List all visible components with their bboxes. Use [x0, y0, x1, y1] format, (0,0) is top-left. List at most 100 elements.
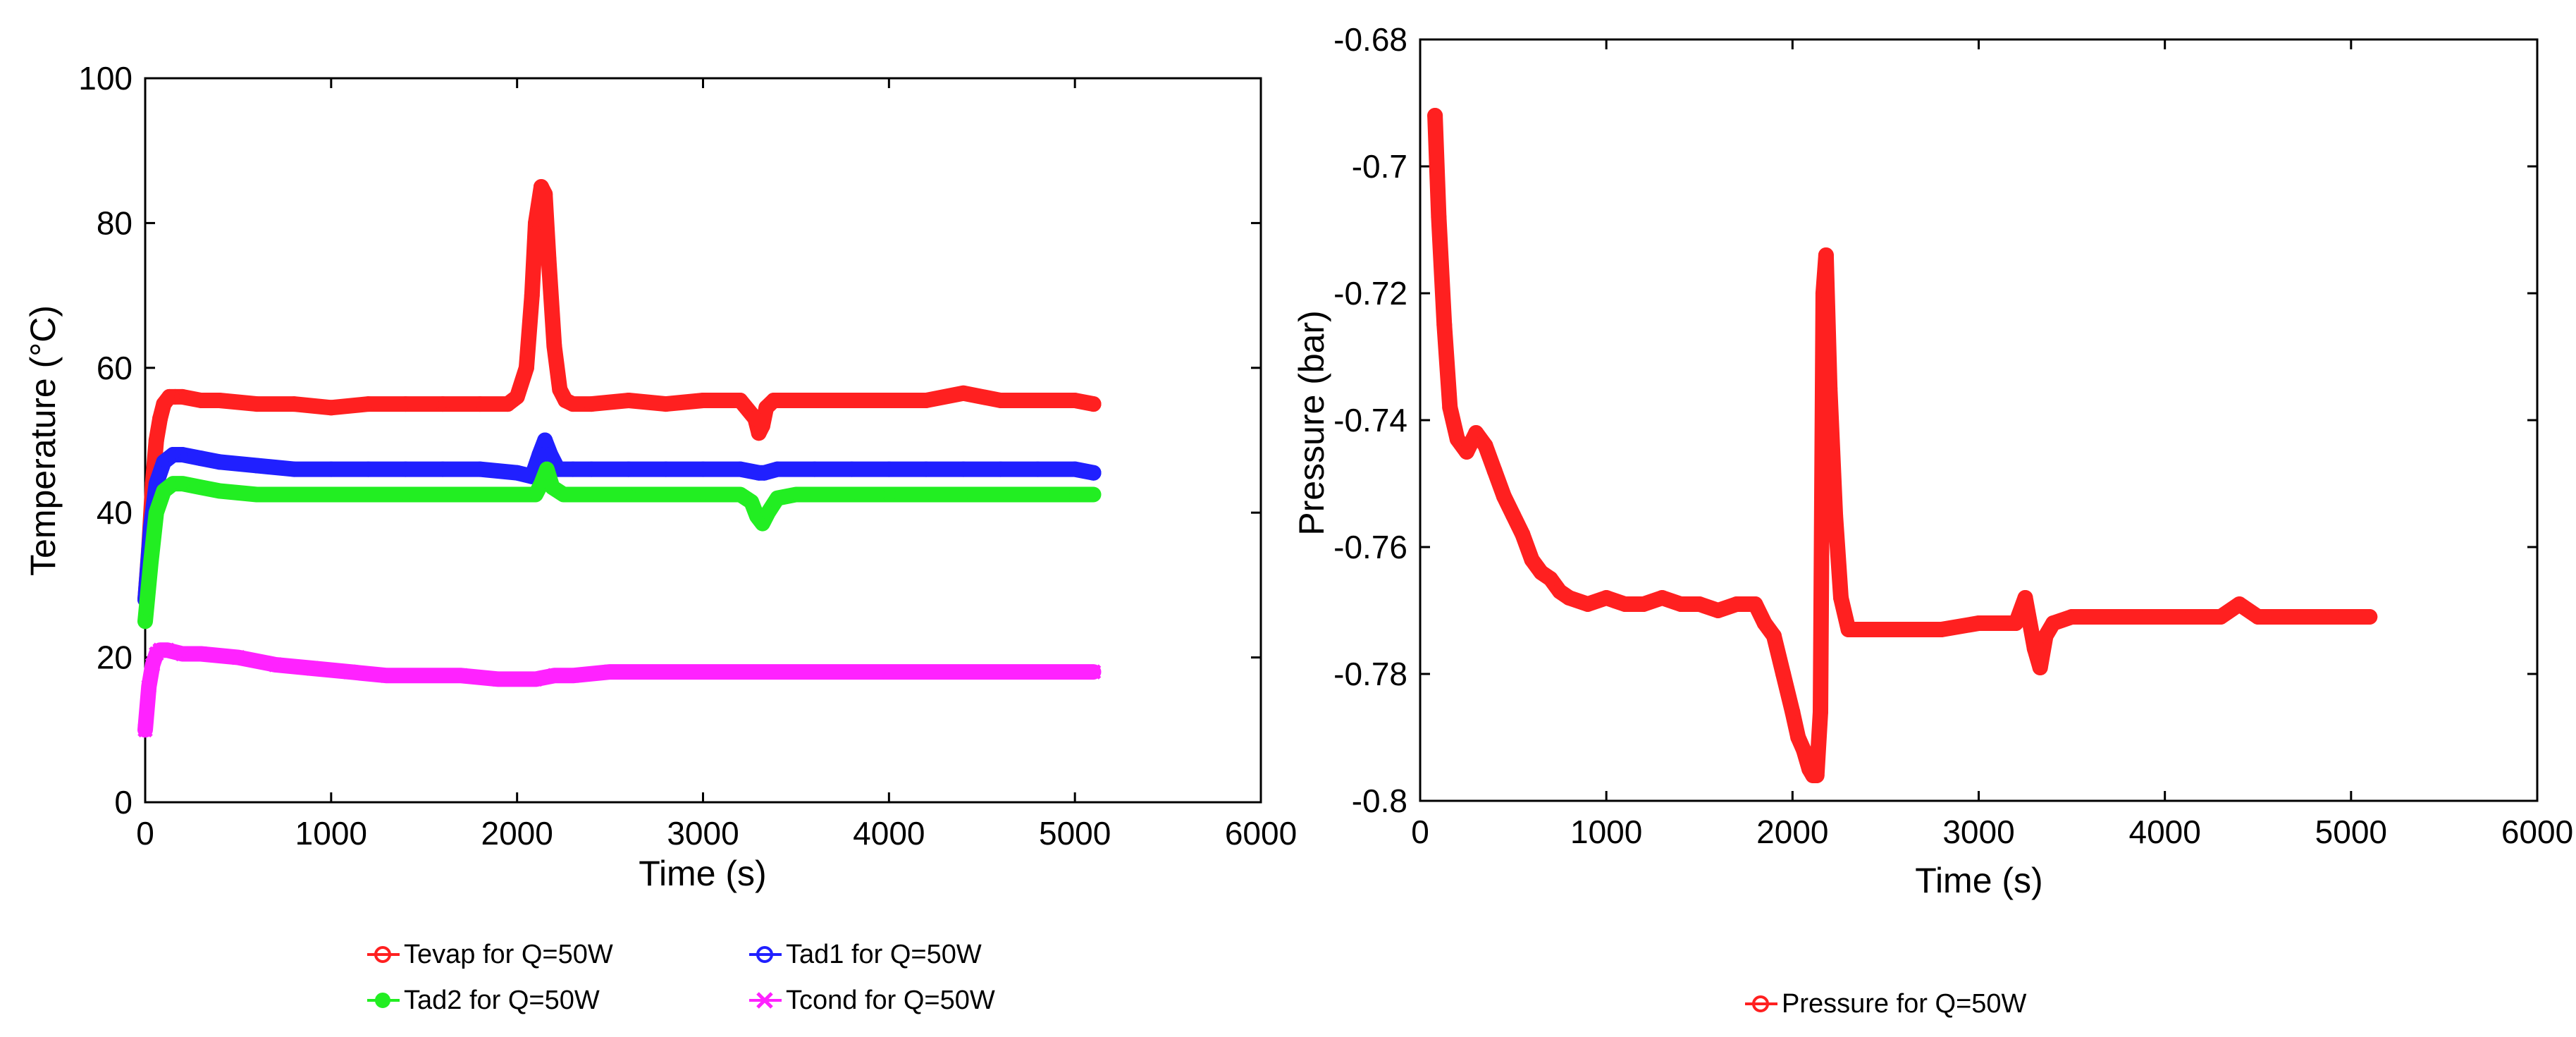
data-point — [732, 461, 748, 477]
data-point — [546, 668, 562, 684]
series-tad1 — [137, 432, 1102, 608]
data-point — [779, 393, 795, 409]
data-point — [1486, 463, 1503, 479]
legend-entry: Tad1 for Q=50W — [749, 940, 982, 969]
data-point — [1030, 664, 1046, 680]
data-point — [543, 447, 559, 463]
data-point — [1085, 465, 1102, 481]
data-point — [584, 461, 600, 477]
data-point — [2017, 590, 2033, 606]
x-tick-label: 5000 — [2315, 814, 2387, 850]
y-tick-label: -0.74 — [1333, 402, 1407, 438]
temperature-x-ticks: 0 1000 2000 3000 4000 5000 6000 — [136, 78, 1297, 852]
data-point — [194, 480, 209, 495]
legend-label: Tad2 for Q=50W — [404, 986, 600, 1015]
x-tick-label: 2000 — [1756, 814, 1828, 850]
data-point — [174, 646, 190, 662]
data-point — [1542, 571, 1558, 587]
data-point — [398, 487, 413, 502]
data-point — [152, 410, 168, 427]
data-point — [1579, 596, 1596, 612]
x-tick-label: 2000 — [481, 815, 553, 852]
data-point — [2101, 609, 2117, 625]
data-point — [175, 477, 190, 491]
data-point — [537, 432, 553, 448]
data-point — [751, 664, 767, 680]
data-point — [844, 393, 860, 409]
data-point — [1775, 666, 1792, 682]
data-point — [620, 461, 636, 477]
temperature-y-ticks: 0 20 40 60 80 100 — [78, 60, 1261, 821]
legend-entry: Tevap for Q=50W — [367, 940, 613, 969]
data-point — [342, 664, 357, 680]
data-point — [143, 556, 158, 571]
data-point — [472, 461, 488, 477]
data-point — [149, 505, 164, 520]
data-point — [1496, 489, 1512, 504]
data-point — [541, 251, 557, 267]
data-point — [993, 487, 1008, 502]
data-point — [1785, 704, 1801, 720]
data-point — [955, 461, 971, 477]
data-point — [360, 461, 376, 477]
series-pressure — [1427, 108, 2378, 783]
legend-entry: Tcond for Q=50W — [749, 986, 995, 1015]
data-point — [992, 393, 1009, 409]
data-point — [919, 487, 934, 502]
data-point — [144, 657, 161, 673]
legend-label: Tevap for Q=50W — [404, 940, 613, 969]
y-tick-label: -0.78 — [1333, 656, 1407, 692]
data-point — [565, 668, 581, 684]
data-point — [658, 461, 674, 477]
pressure-plot-frame — [1419, 38, 2539, 802]
data-point — [621, 487, 636, 502]
data-point — [537, 186, 553, 202]
data-point — [1691, 596, 1708, 612]
x-tick-label: 1000 — [1570, 814, 1642, 850]
data-point — [137, 722, 153, 738]
data-point — [2008, 615, 2024, 631]
temperature-legend: Tevap for Q=50W Tad1 for Q=50W Tad2 for Q=… — [367, 940, 995, 1015]
pressure-series-group — [1427, 108, 2378, 783]
legend-marker — [375, 993, 390, 1008]
data-point — [733, 487, 748, 502]
legend-entry: Pressure for Q=50W — [1745, 989, 2027, 1019]
y-tick-label: 60 — [97, 350, 133, 386]
data-point — [620, 393, 636, 409]
legend-label: Tcond for Q=50W — [786, 986, 995, 1015]
data-point — [1815, 286, 1831, 301]
data-point — [286, 396, 302, 412]
y-tick-label: 20 — [97, 639, 133, 676]
data-point — [165, 447, 181, 463]
data-point — [602, 664, 618, 680]
data-point — [141, 678, 157, 694]
data-point — [529, 487, 543, 502]
data-point — [760, 505, 775, 520]
data-point — [770, 491, 785, 505]
data-point — [770, 461, 786, 477]
data-point — [1086, 487, 1101, 502]
data-point — [1524, 552, 1540, 567]
data-point — [159, 642, 175, 658]
y-tick-label: -0.7 — [1352, 148, 1407, 185]
data-point — [1468, 425, 1484, 441]
data-point — [695, 393, 711, 409]
data-point — [1085, 396, 1102, 412]
data-point — [193, 646, 209, 662]
data-point — [416, 668, 432, 684]
data-point — [1436, 317, 1453, 333]
data-point — [211, 454, 228, 470]
series-line — [137, 179, 1102, 608]
series-tcond — [137, 642, 1102, 738]
y-tick-label: 0 — [114, 784, 133, 821]
temperature-y-axis-title: Temperature (°C) — [23, 305, 63, 576]
data-point — [806, 393, 822, 409]
data-point — [510, 487, 524, 502]
temperature-chart: 0 1000 2000 3000 4000 5000 6000 0 20 40 60 80 100 T… — [23, 60, 1297, 1015]
data-point — [695, 461, 711, 477]
data-point — [918, 393, 935, 409]
data-point — [695, 664, 711, 680]
y-tick-label: 40 — [97, 494, 133, 531]
data-point — [379, 668, 395, 684]
data-point — [2362, 609, 2378, 625]
